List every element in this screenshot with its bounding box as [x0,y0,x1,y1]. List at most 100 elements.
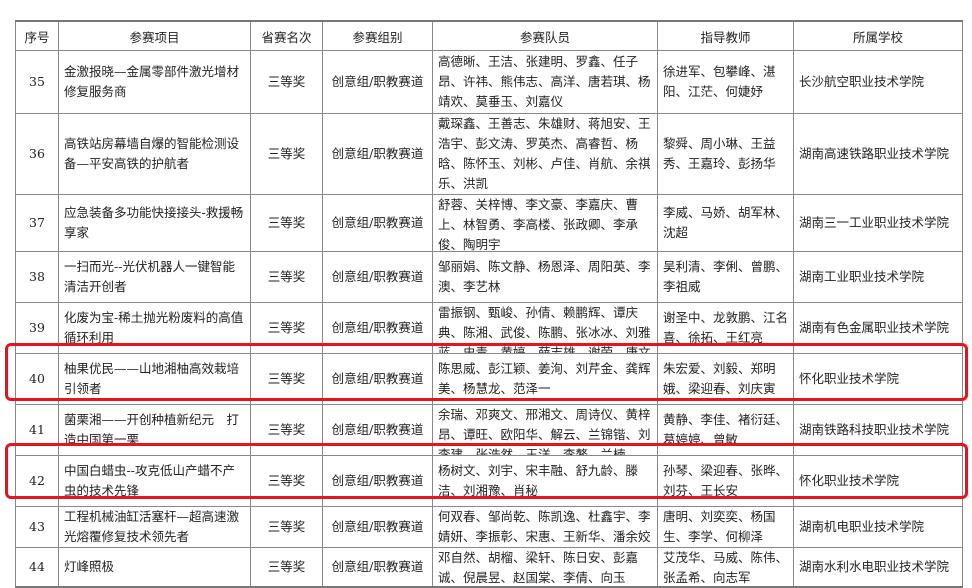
cell-members: 余瑞、邓爽文、邢湘文、周诗仪、黄梓昂、谭旺、欧阳华、解云、兰锦锴、刘李建、张浩然… [432,404,658,456]
rank-text: 三等奖 [267,146,306,161]
cell-project-name: 菌栗湘——开创种植新纪元 打造中国第一栗 [58,404,251,456]
table-row: 36 高铁站房幕墙自爆的智能检测设备—平安高铁的护航者 三等奖 创意组/职教赛道 戴琛鑫… [15,113,963,195]
members-text: 舒蓉、关梓博、李文豪、李嘉庆、曹上、林智勇、李高楼、张政卿、李承俊、陶明宇 [438,197,639,251]
teachers-text: 吴利清、李俐、曾鹏、李祖威 [663,259,788,294]
members-text: 杨树文、刘宇、宋丰融、舒九龄、滕洁、刘湘豫、肖秘 [438,463,639,498]
header-teachers: 指导教师 [657,20,794,51]
row-number-text: 43 [29,519,45,534]
cell-row-number: 43 [15,506,59,548]
table-row: 38 一扫而光--光伏机器人一键智能清洁开创者 三等奖 创意组/职教赛道 邹丽娟、陈文静… [15,251,963,303]
school-text: 湖南水利水电职业技术学院 [799,559,950,574]
rank-text: 三等奖 [267,269,306,284]
cell-members: 高德晰、王洁、张建明、罗鑫、任子昂、许祎、熊伟志、高洋、唐若琪、杨靖欢、莫垂玉、… [432,50,658,114]
cell-project-name: 应急装备多功能快接接头-救援畅享家 [58,194,251,252]
cell-row-number: 41 [15,404,59,456]
members-text: 戴琛鑫、王善志、朱雄财、蒋旭安、王浩宇、彭文涛、罗英杰、高睿哲、杨晗、陈怀玉、刘… [438,116,651,191]
cell-members: 戴琛鑫、王善志、朱雄财、蒋旭安、王浩宇、彭文涛、罗英杰、高睿哲、杨晗、陈怀玉、刘… [432,113,658,195]
group-text: 创意组/职教赛道 [331,320,424,335]
cell-rank: 三等奖 [250,50,323,114]
cell-rank: 三等奖 [250,404,323,456]
school-text: 湖南工业职业技术学院 [799,269,925,284]
project-name-text: 工程机械油缸活塞杆—超高速激光熔覆修复技术领先者 [64,509,240,544]
rank-text: 三等奖 [267,320,306,335]
table-row: 37 应急装备多功能快接接头-救援畅享家 三等奖 创意组/职教赛道 舒蓉、关梓博、李文豪… [15,194,963,252]
school-text: 湖南机电职业技术学院 [799,519,925,534]
cell-rank: 三等奖 [250,547,323,588]
row-number-text: 37 [29,215,45,230]
row-number-text: 35 [29,74,45,89]
cell-teachers: 黄静、李佳、褚衍廷、葛婷婷、曾敏 [657,404,794,456]
cell-school: 湖南有色金属职业技术学院 [793,302,963,354]
cell-members: 邓自然、胡榴、梁轩、陈日安、彭嘉诚、倪晨昱、赵国棠、李倩、向玉 [432,547,658,588]
header-school: 所属学校 [793,20,963,51]
members-text: 陈思威、彭江颖、姜洵、刘芹金、龚辉美、杨慧龙、范泽一 [438,361,651,396]
cell-school: 湖南三一工业职业技术学院 [793,194,963,252]
members-text: 邓自然、胡榴、梁轩、陈日安、彭嘉诚、倪晨昱、赵国棠、李倩、向玉 [438,550,639,585]
group-text: 创意组/职教赛道 [331,215,424,230]
cell-school: 怀化职业技术学院 [793,455,963,507]
header-rank: 省赛名次 [250,20,323,51]
project-name-text: 应急装备多功能快接接头-救援畅享家 [64,205,244,240]
project-name-text: 化废为宝-稀土抛光粉废料的高值循环利用 [64,310,244,345]
cell-rank: 三等奖 [250,506,323,548]
cell-row-number: 35 [15,50,59,114]
cell-teachers: 黎舜、周小琳、王益秀、王嘉玲、彭扬华 [657,113,794,195]
cell-project-name: 一扫而光--光伏机器人一键智能清洁开创者 [58,251,251,303]
rank-text: 三等奖 [267,559,306,574]
cell-rank: 三等奖 [250,194,323,252]
cell-row-number: 39 [15,302,59,354]
cell-rank: 三等奖 [250,113,323,195]
cell-group: 创意组/职教赛道 [322,455,433,507]
school-text: 湖南铁路科技职业技术学院 [799,422,950,437]
cell-teachers: 朱宏爱、刘毅、郑明娥、梁迎春、刘庆寅 [657,353,794,405]
row-number-text: 41 [29,422,45,437]
row-number-text: 42 [29,473,45,488]
group-text: 创意组/职教赛道 [331,269,424,284]
cell-project-name: 中国白蜡虫--攻克低山产蜡不产虫的技术先锋 [58,455,251,507]
cell-row-number: 37 [15,194,59,252]
cell-school: 湖南水利水电职业技术学院 [793,547,963,588]
cell-group: 创意组/职教赛道 [322,251,433,303]
rank-text: 三等奖 [267,473,306,488]
header-row: 序号 参赛项目 省赛名次 参赛组别 参赛队员 指导教师 所属学校 [15,20,963,51]
cell-school: 长沙航空职业技术学院 [793,50,963,114]
cell-school: 湖南机电职业技术学院 [793,506,963,548]
row-number-text: 36 [29,146,45,161]
table-row: 40 柚果优民——山地湘柚高效栽培引领者 三等奖 创意组/职教赛道 陈思威、彭江颖、姜洵… [15,353,963,405]
table-row: 39 化废为宝-稀土抛光粉废料的高值循环利用 三等奖 创意组/职教赛道 雷振钢、甄峻、孙… [15,302,963,354]
cell-project-name: 化废为宝-稀土抛光粉废料的高值循环利用 [58,302,251,354]
group-text: 创意组/职教赛道 [331,74,424,89]
project-name-text: 一扫而光--光伏机器人一键智能清洁开创者 [64,259,235,294]
cell-members: 何双春、邹尚乾、陈凯逸、杜鑫宇、李婧妍、李振彰、宋惠、王新华、潘余姣 [432,506,658,548]
cell-teachers: 徐进军、包攀峰、湛阳、江茫、何婕妤 [657,50,794,114]
members-text: 雷振钢、甄峻、孙倩、赖鹏辉、谭庆典、陈湘、武俊、陈鹏、张冰冰、刘雅蓝、史青、黄婷… [438,305,651,353]
cell-rank: 三等奖 [250,455,323,507]
cell-project-name: 工程机械油缸活塞杆—超高速激光熔覆修复技术领先者 [58,506,251,548]
teachers-text: 徐进军、包攀峰、湛阳、江茫、何婕妤 [663,64,776,99]
cell-teachers: 谢圣中、龙敦鹏、江名喜、徐拓、王红亮 [657,302,794,354]
teachers-text: 唐明、刘奕奕、杨国生、李学、何柳泽 [663,509,776,544]
cell-rank: 三等奖 [250,302,323,354]
rank-text: 三等奖 [267,519,306,534]
cell-row-number: 38 [15,251,59,303]
project-name-text: 菌栗湘——开创种植新纪元 打造中国第一栗 [64,412,240,447]
group-text: 创意组/职教赛道 [331,473,424,488]
cell-members: 雷振钢、甄峻、孙倩、赖鹏辉、谭庆典、陈湘、武俊、陈鹏、张冰冰、刘雅蓝、史青、黄婷… [432,302,658,354]
project-name-text: 柚果优民——山地湘柚高效栽培引领者 [64,361,240,396]
teachers-text: 黄静、李佳、褚衍廷、葛婷婷、曾敏 [663,412,788,447]
table-row: 43 工程机械油缸活塞杆—超高速激光熔覆修复技术领先者 三等奖 创意组/职教赛道 何双春… [15,506,963,548]
cell-rank: 三等奖 [250,353,323,405]
cell-group: 创意组/职教赛道 [322,506,433,548]
members-text: 余瑞、邓爽文、邢湘文、周诗仪、黄梓昂、谭旺、欧阳华、解云、兰锦锴、刘李建、张浩然… [438,407,651,455]
group-text: 创意组/职教赛道 [331,422,424,437]
cell-project-name: 高铁站房幕墙自爆的智能检测设备—平安高铁的护航者 [58,113,251,195]
teachers-text: 黎舜、周小琳、王益秀、王嘉玲、彭扬华 [663,136,776,171]
cell-group: 创意组/职教赛道 [322,302,433,354]
project-name-text: 灯峰照极 [64,559,115,574]
teachers-text: 孙琴、梁迎春、张晔、刘芬、王长安 [663,463,788,498]
cell-group: 创意组/职教赛道 [322,404,433,456]
school-text: 湖南有色金属职业技术学院 [799,320,950,335]
school-text: 湖南高速铁路职业技术学院 [799,146,950,161]
table-row: 41 菌栗湘——开创种植新纪元 打造中国第一栗 三等奖 创意组/职教赛道 余瑞、邓爽文、… [15,404,963,456]
row-number-text: 40 [29,371,45,386]
